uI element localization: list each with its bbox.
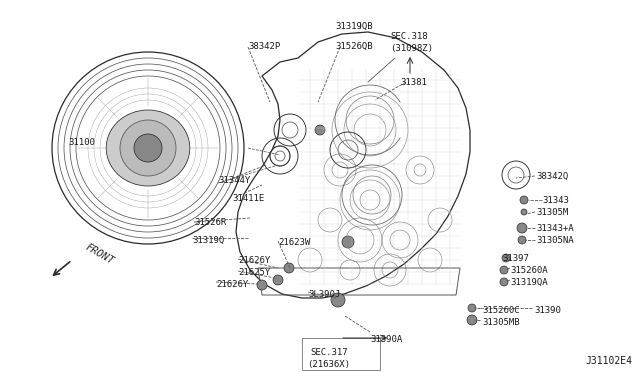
Bar [302,338,380,370]
Text: 31390: 31390 [534,306,561,315]
Text: 31526R: 31526R [194,218,227,227]
Text: 31343+A: 31343+A [536,224,573,233]
Circle shape [342,236,354,248]
Text: 31319QB: 31319QB [335,22,372,31]
Text: 315260A: 315260A [510,266,548,275]
Text: 31305MB: 31305MB [482,318,520,327]
Text: 21625Y: 21625Y [238,268,270,277]
Text: FRONT: FRONT [84,242,116,266]
Text: 31526QB: 31526QB [335,42,372,51]
Text: 31319Q: 31319Q [192,236,224,245]
Text: 21626Y: 21626Y [216,280,248,289]
Circle shape [273,275,283,285]
Circle shape [502,254,510,262]
Circle shape [257,280,267,290]
Text: 31319QA: 31319QA [510,278,548,287]
Circle shape [467,315,477,325]
Circle shape [315,125,325,135]
Circle shape [520,196,528,204]
Text: 3L390J: 3L390J [308,290,340,299]
Text: 31305NA: 31305NA [536,236,573,245]
Circle shape [120,120,176,176]
Circle shape [518,236,526,244]
Text: 31411E: 31411E [232,194,264,203]
Circle shape [284,263,294,273]
Circle shape [500,278,508,286]
Text: SEC.317: SEC.317 [310,348,348,357]
Text: 31305M: 31305M [536,208,568,217]
Circle shape [468,304,476,312]
Text: (21636X): (21636X) [307,360,350,369]
Text: 31390A: 31390A [370,335,403,344]
Text: 31343: 31343 [542,196,569,205]
Ellipse shape [106,110,190,186]
Text: 21626Y: 21626Y [238,256,270,265]
Circle shape [517,223,527,233]
Text: 38342P: 38342P [248,42,280,51]
Text: 31100: 31100 [68,138,95,147]
Text: 315260C: 315260C [482,306,520,315]
Text: 31397: 31397 [502,254,529,263]
Circle shape [134,134,162,162]
Text: 31381: 31381 [400,78,427,87]
Text: 21623W: 21623W [278,238,310,247]
Text: 38342Q: 38342Q [536,172,568,181]
Text: J31102E4: J31102E4 [585,356,632,366]
Circle shape [500,266,508,274]
Text: SEC.318: SEC.318 [390,32,428,41]
Text: (31098Z): (31098Z) [390,44,433,53]
Circle shape [521,209,527,215]
Text: 31344Y: 31344Y [218,176,250,185]
Circle shape [331,293,345,307]
